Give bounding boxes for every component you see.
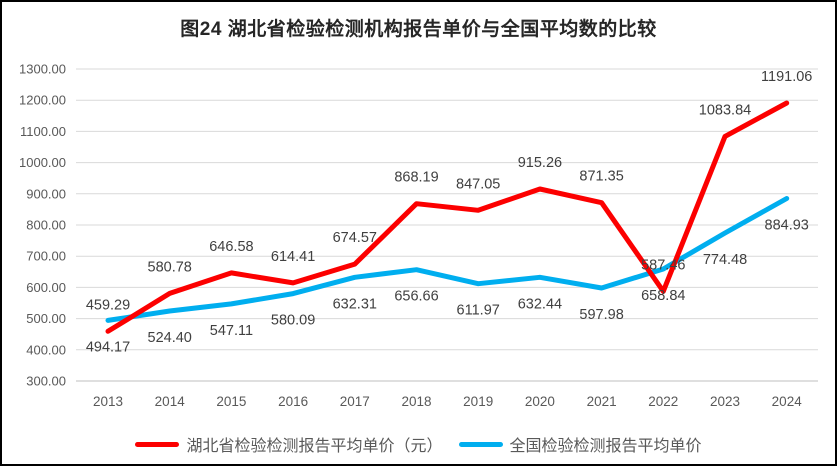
x-axis-labels: 2013 2014 2015 2016 2017 2018 2019 2020 2021 2022… bbox=[93, 394, 802, 409]
data-labels: 459.29 580.78 646.58 614.41 674.57 868.19 847.… bbox=[86, 69, 813, 355]
hubei-data-label: 1083.84 bbox=[699, 102, 751, 118]
hubei-legend-label: 湖北省检验检测报告平均单价（元） bbox=[186, 438, 443, 455]
y-tick-label: 800.00 bbox=[26, 218, 66, 233]
national-data-label: 597.98 bbox=[579, 307, 623, 323]
x-tick-label: 2016 bbox=[278, 394, 308, 409]
hubei-data-label: 459.29 bbox=[86, 297, 130, 313]
x-tick-label: 2022 bbox=[648, 394, 678, 409]
hubei-data-label: 1191.06 bbox=[761, 69, 812, 85]
legend-item-hubei: 湖北省检验检测报告平均单价（元） bbox=[135, 432, 443, 456]
chart-title: 图24 湖北省检验检测机构报告单价与全国平均数的比较 bbox=[180, 19, 657, 40]
y-tick-label: 1000.00 bbox=[19, 155, 66, 170]
y-tick-label: 1100.00 bbox=[20, 124, 66, 139]
legend-item-national: 全国检验检测报告平均单价 bbox=[458, 432, 702, 456]
x-tick-label: 2013 bbox=[93, 394, 123, 409]
legend: 湖北省检验检测报告平均单价（元） 全国检验检测报告平均单价 bbox=[2, 432, 835, 456]
national-data-label: 632.31 bbox=[333, 296, 377, 312]
y-tick-label: 700.00 bbox=[26, 249, 66, 264]
x-tick-label: 2015 bbox=[216, 394, 246, 409]
hubei-data-label: 580.78 bbox=[148, 259, 192, 275]
national-line-swatch-icon bbox=[458, 441, 503, 447]
national-data-label: 611.97 bbox=[457, 303, 500, 319]
national-data-label: 494.17 bbox=[86, 339, 130, 355]
x-tick-label: 2019 bbox=[463, 394, 493, 409]
x-tick-label: 2017 bbox=[340, 394, 370, 409]
hubei-data-label: 614.41 bbox=[271, 249, 315, 265]
national-data-label: 524.40 bbox=[148, 330, 192, 346]
y-tick-label: 400.00 bbox=[26, 342, 66, 357]
hubei-data-label: 868.19 bbox=[394, 170, 438, 186]
national-data-label: 632.44 bbox=[518, 296, 562, 312]
y-tick-label: 1300.00 bbox=[19, 62, 66, 77]
x-tick-label: 2014 bbox=[155, 394, 186, 409]
y-tick-label: 1200.00 bbox=[19, 93, 66, 108]
hubei-data-label: 674.57 bbox=[333, 230, 377, 246]
national-data-label: 547.11 bbox=[210, 323, 253, 339]
x-tick-label: 2023 bbox=[710, 394, 740, 409]
y-tick-label: 300.00 bbox=[26, 374, 66, 389]
y-axis-labels: 1300.00 1200.00 1100.00 1000.00 900.00 800.00… bbox=[19, 62, 66, 389]
national-data-label: 580.09 bbox=[271, 313, 315, 329]
national-data-label: 774.48 bbox=[703, 252, 747, 268]
x-tick-label: 2018 bbox=[401, 394, 431, 409]
x-tick-label: 2020 bbox=[525, 394, 555, 409]
hubei-data-label: 871.35 bbox=[579, 169, 623, 185]
hubei-data-label: 847.05 bbox=[456, 176, 500, 192]
national-data-label: 656.66 bbox=[394, 289, 438, 305]
y-tick-label: 500.00 bbox=[26, 311, 66, 326]
hubei-data-label: 915.26 bbox=[518, 155, 562, 171]
hubei-data-label: 646.58 bbox=[209, 239, 253, 255]
y-tick-label: 900.00 bbox=[26, 186, 66, 201]
y-tick-label: 600.00 bbox=[26, 280, 66, 295]
national-data-label: 658.84 bbox=[641, 288, 685, 304]
national-legend-label: 全国检验检测报告平均单价 bbox=[509, 438, 702, 455]
national-data-label: 884.93 bbox=[765, 218, 809, 234]
x-tick-label: 2021 bbox=[587, 394, 617, 409]
hubei-line-swatch-icon bbox=[135, 441, 180, 447]
gridlines bbox=[76, 68, 818, 382]
hubei-data-label: 587.46 bbox=[641, 257, 685, 273]
hubei-series-line bbox=[105, 100, 790, 334]
x-tick-label: 2024 bbox=[772, 394, 803, 409]
